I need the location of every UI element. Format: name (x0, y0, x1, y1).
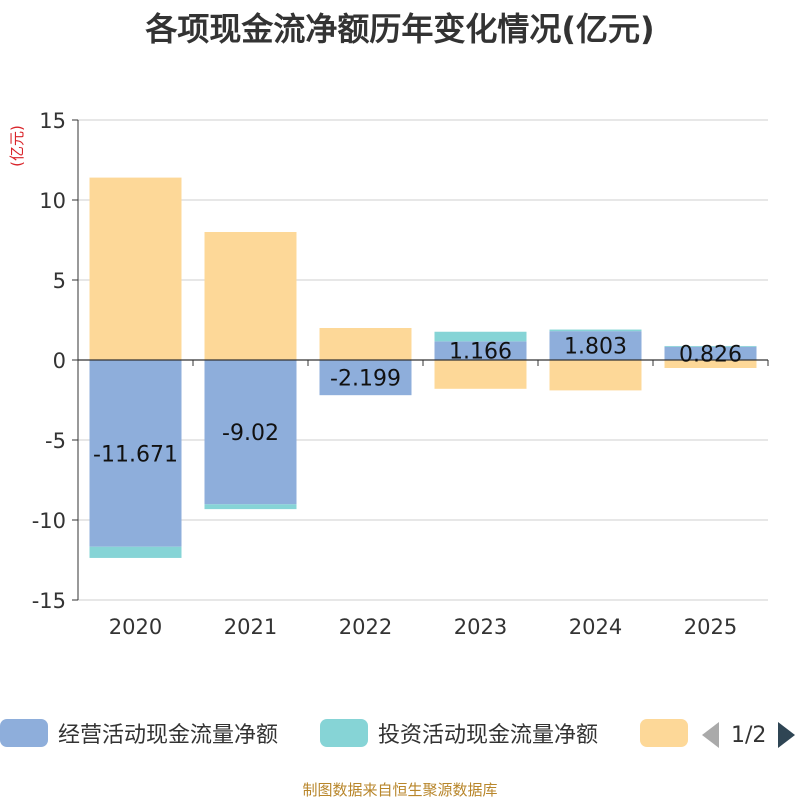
data-label: -11.671 (93, 442, 178, 467)
bar-series-2-2024[interactable] (549, 360, 642, 391)
bar-series-2-2025[interactable] (664, 360, 757, 368)
bar-series-1-2020[interactable] (89, 546, 182, 558)
x-tick-label: 2021 (224, 615, 277, 639)
chart-title: 各项现金流净额历年变化情况(亿元) (145, 10, 655, 48)
bar-series-1-2021[interactable] (204, 504, 297, 510)
y-tick-label: 0 (53, 349, 66, 373)
bar-series-2-2023[interactable] (434, 360, 527, 389)
y-tick-label: 5 (53, 269, 66, 293)
legend-page-indicator: 1/2 (731, 722, 767, 748)
data-label: 0.826 (679, 342, 742, 367)
y-tick-label: 15 (39, 109, 66, 133)
data-label: 1.803 (564, 335, 627, 360)
bar-series-1-2023[interactable] (434, 331, 527, 342)
bar-series-0-2025[interactable] (664, 346, 757, 360)
bar-series-0-2021[interactable] (204, 360, 297, 505)
cash-flow-chart: -15 -10 -5 0 5 10 15 2020 2021 2022 2023 2024 2025 -… (8, 109, 769, 639)
y-axis-unit-label: (亿元) (8, 125, 26, 167)
y-tick-label: -10 (32, 509, 66, 533)
y-tick-label: -15 (32, 589, 66, 613)
legend-item-series-2[interactable] (640, 716, 698, 750)
legend-next-page-arrow-icon[interactable] (778, 722, 796, 748)
legend-item-series-0[interactable]: 经营活动现金流量净额 (0, 716, 278, 750)
bar-series-2-2021[interactable] (204, 232, 297, 360)
legend: 经营活动现金流量净额 投资活动现金流量净额 (0, 716, 800, 756)
y-tick-label: 10 (39, 189, 66, 213)
legend-item-series-1[interactable]: 投资活动现金流量净额 (320, 716, 598, 750)
legend-label: 经营活动现金流量净额 (58, 723, 279, 748)
bar-series-2-2020[interactable] (89, 177, 182, 360)
bar-series-1-2024[interactable] (549, 329, 642, 332)
bar-series-0-2020[interactable] (89, 360, 182, 547)
legend-prev-page-arrow-icon[interactable] (702, 722, 719, 748)
bar-series-0-2022[interactable] (319, 360, 412, 396)
legend-label: 投资活动现金流量净额 (378, 723, 599, 748)
bar-series-0-2024[interactable] (549, 331, 642, 360)
x-tick-label: 2025 (684, 615, 737, 639)
data-label: -9.02 (222, 421, 279, 446)
legend-swatch (320, 719, 368, 747)
x-tick-label: 2020 (109, 615, 162, 639)
x-tick-label: 2024 (569, 615, 622, 639)
legend-swatch (640, 719, 688, 747)
bar-series-0-2023[interactable] (434, 341, 527, 360)
legend-pager: 1/2 (702, 719, 796, 751)
x-tick-label: 2023 (454, 615, 507, 639)
data-label: 1.166 (449, 340, 512, 365)
legend-swatch (0, 719, 48, 747)
bar-series-1-2025[interactable] (664, 345, 757, 347)
y-tick-label: -5 (45, 429, 66, 453)
data-source-note: 制图数据来自恒生聚源数据库 (302, 781, 498, 799)
bar-series-2-2022[interactable] (319, 328, 412, 360)
data-label: -2.199 (330, 367, 401, 392)
x-tick-label: 2022 (339, 615, 392, 639)
